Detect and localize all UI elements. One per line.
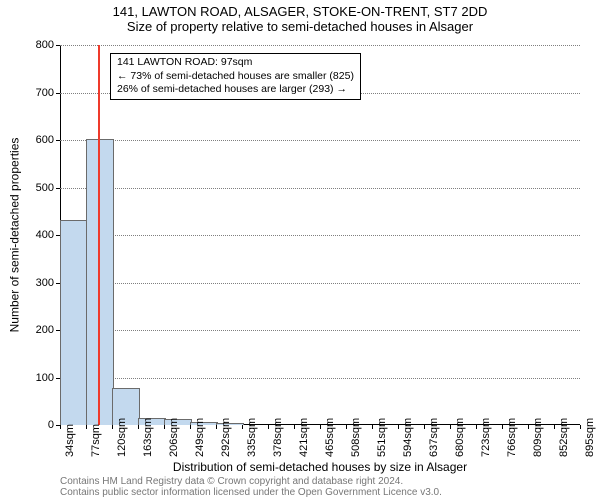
x-tick-label: 895sqm — [584, 418, 596, 457]
x-tick-label: 335sqm — [246, 418, 258, 457]
gridline — [60, 283, 580, 284]
x-axis-label: Distribution of semi-detached houses by … — [60, 460, 580, 474]
y-tick-label: 0 — [48, 419, 54, 431]
x-tick-label: 378sqm — [272, 418, 284, 457]
annotation-line-2: ← 73% of semi-detached houses are smalle… — [117, 70, 354, 84]
x-tick-label: 680sqm — [454, 418, 466, 457]
attribution-line-1: Contains HM Land Registry data © Crown c… — [60, 476, 442, 487]
gridline — [60, 140, 580, 141]
x-tick-label: 594sqm — [402, 418, 414, 457]
chart-title: 141, LAWTON ROAD, ALSAGER, STOKE-ON-TREN… — [0, 0, 600, 19]
x-tick-label: 637sqm — [428, 418, 440, 457]
x-tick-label: 292sqm — [220, 418, 232, 457]
y-tick-label: 300 — [36, 277, 54, 289]
x-tick-label: 766sqm — [506, 418, 518, 457]
gridline — [60, 235, 580, 236]
x-tick-label: 465sqm — [324, 418, 336, 457]
x-tick-label: 120sqm — [116, 418, 128, 457]
y-tick-label: 200 — [36, 324, 54, 336]
x-axis-ticks: 34sqm77sqm120sqm163sqm206sqm249sqm292sqm… — [60, 425, 580, 460]
plot-area: 141 LAWTON ROAD: 97sqm← 73% of semi-deta… — [60, 45, 580, 425]
x-tick-label: 34sqm — [64, 424, 76, 457]
x-tick-label: 551sqm — [376, 418, 388, 457]
gridline — [60, 45, 580, 46]
histogram-bar — [60, 220, 88, 425]
x-tick-label: 852sqm — [558, 418, 570, 457]
x-tick-label: 809sqm — [532, 418, 544, 457]
x-tick-label: 249sqm — [194, 418, 206, 457]
y-tick-label: 400 — [36, 229, 54, 241]
chart-container: 141, LAWTON ROAD, ALSAGER, STOKE-ON-TREN… — [0, 0, 600, 500]
chart-subtitle: Size of property relative to semi-detach… — [0, 19, 600, 34]
y-tick-label: 500 — [36, 182, 54, 194]
annotation-line-1: 141 LAWTON ROAD: 97sqm — [117, 56, 354, 70]
x-tick-label: 421sqm — [298, 418, 310, 457]
gridline — [60, 378, 580, 379]
gridline — [60, 330, 580, 331]
x-tick-label: 508sqm — [350, 418, 362, 457]
x-tick-label: 723sqm — [480, 418, 492, 457]
x-tick-label: 163sqm — [142, 418, 154, 457]
y-tick-label: 100 — [36, 372, 54, 384]
gridline — [60, 188, 580, 189]
x-tick-label: 206sqm — [168, 418, 180, 457]
annotation-line-3: 26% of semi-detached houses are larger (… — [117, 83, 354, 97]
x-tick-label: 77sqm — [90, 424, 102, 457]
y-axis-ticks: 0100200300400500600700800 — [0, 45, 58, 425]
annotation-box: 141 LAWTON ROAD: 97sqm← 73% of semi-deta… — [110, 53, 361, 100]
y-tick-label: 800 — [36, 39, 54, 51]
y-tick-label: 600 — [36, 134, 54, 146]
reference-line — [98, 45, 100, 425]
attribution-line-2: Contains public sector information licen… — [60, 487, 442, 498]
histogram-bar — [86, 139, 114, 425]
attribution: Contains HM Land Registry data © Crown c… — [60, 476, 442, 498]
y-tick-label: 700 — [36, 87, 54, 99]
